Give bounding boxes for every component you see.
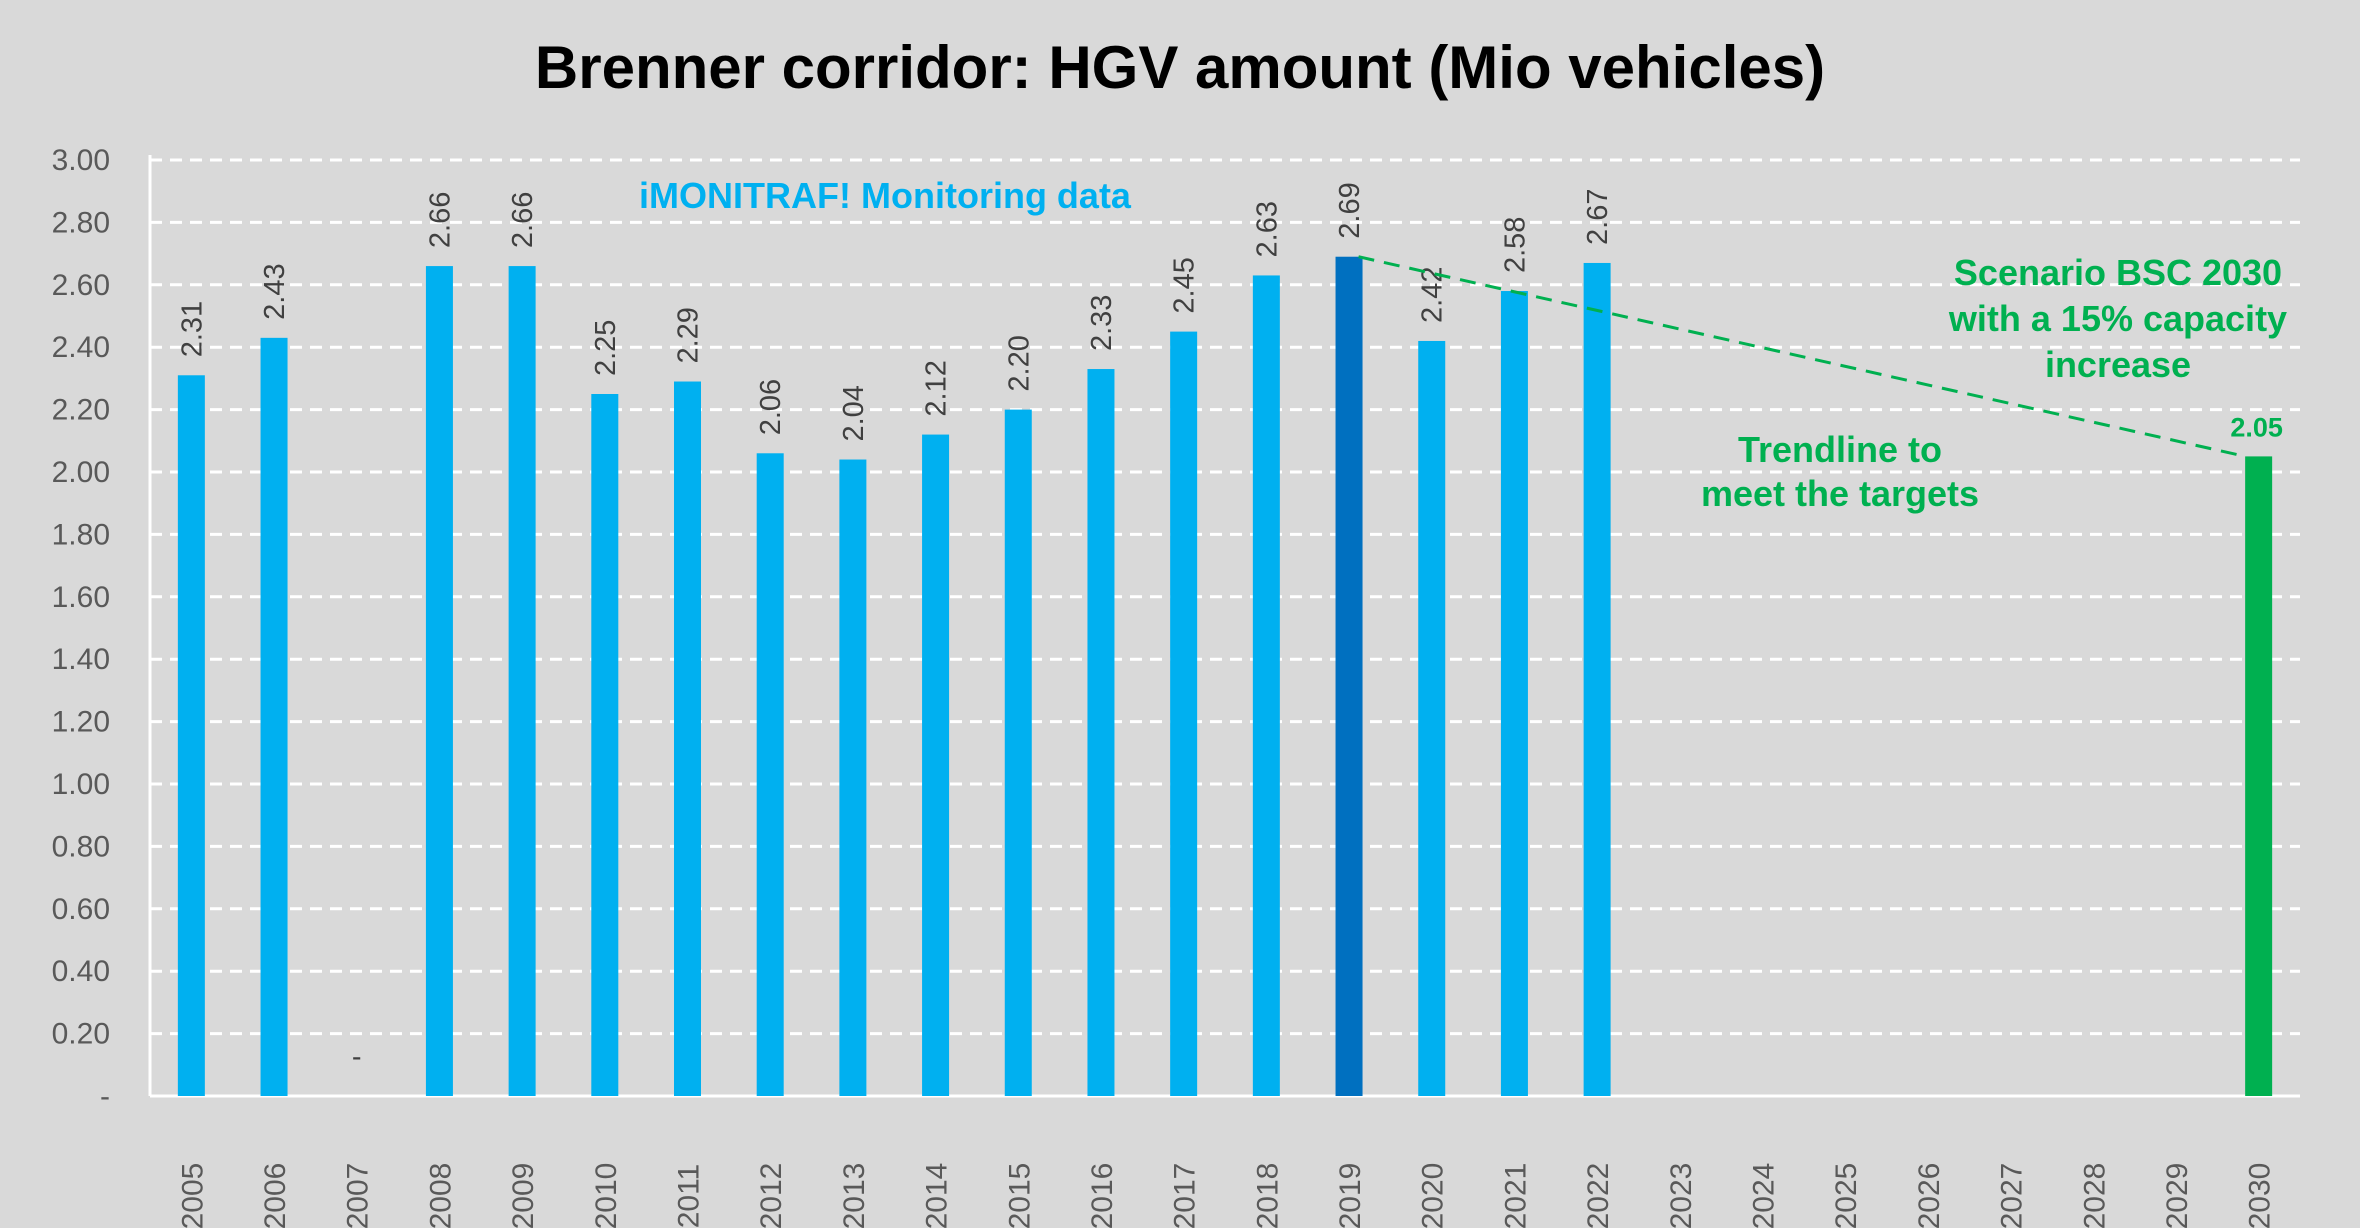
trendline — [1358, 255, 2246, 458]
y-tick-label: 1.00 — [52, 768, 110, 801]
x-tick-label: 2020 — [1417, 1163, 1450, 1228]
data-label-2013: 2.04 — [838, 385, 870, 441]
bars — [177, 256, 2273, 1097]
annotation-trendline-line: Trendline to — [1738, 429, 1942, 470]
x-tick-label: 2029 — [2161, 1163, 2194, 1228]
y-tick-label: 0.40 — [52, 955, 110, 988]
data-label-2008: 2.66 — [424, 192, 456, 248]
x-tick-label: 2018 — [1251, 1163, 1284, 1228]
bar-2012 — [756, 453, 784, 1096]
x-tick-label: 2023 — [1665, 1163, 1698, 1228]
y-tick-label: - — [100, 1080, 110, 1113]
data-label-2010: 2.25 — [590, 320, 622, 376]
x-tick-label: 2026 — [1913, 1163, 1946, 1228]
y-tick-label: 1.20 — [52, 706, 110, 739]
annotation-scenario-line: increase — [2045, 344, 2191, 385]
y-tick-label: 2.60 — [52, 269, 110, 302]
bar-2009 — [508, 266, 536, 1097]
x-tick-label: 2017 — [1169, 1163, 1202, 1228]
annotation-trendline-line: meet the targets — [1701, 473, 1979, 514]
x-tick-label: 2022 — [1582, 1163, 1615, 1228]
bar-2006 — [260, 337, 288, 1097]
x-tick-label: 2015 — [1003, 1163, 1036, 1228]
x-tick-label: 2012 — [755, 1163, 788, 1228]
y-tick-label: 1.40 — [52, 643, 110, 676]
y-tick-label: 2.80 — [52, 206, 110, 239]
data-label-2015: 2.20 — [1003, 335, 1035, 391]
data-label-2005: 2.31 — [176, 301, 208, 357]
bar-2013 — [839, 459, 867, 1096]
data-label-2022: 2.67 — [1582, 189, 1614, 245]
x-tick-label: 2024 — [1748, 1163, 1781, 1228]
y-axis: - 0.20 0.40 0.60 0.80 1.00 1.20 1.40 1.60 1.80 2.0… — [52, 144, 2300, 1113]
bar-2008 — [425, 266, 453, 1097]
bar-2021 — [1500, 291, 1528, 1096]
data-label-2018: 2.63 — [1251, 201, 1283, 257]
y-tick-label: 2.00 — [52, 456, 110, 489]
x-tick-label: 2019 — [1334, 1163, 1367, 1228]
data-label-2011: 2.29 — [673, 307, 705, 363]
x-tick-label: 2005 — [176, 1163, 209, 1228]
data-label-2021: 2.58 — [1499, 217, 1531, 273]
y-tick-label: 1.80 — [52, 518, 110, 551]
bar-2016 — [1087, 369, 1115, 1096]
data-label-2006: 2.43 — [259, 263, 291, 319]
bar-2011 — [674, 381, 701, 1096]
y-tick-label: 0.60 — [52, 893, 110, 926]
data-label-2016: 2.33 — [1086, 295, 1118, 351]
y-tick-label: 0.80 — [52, 830, 110, 863]
x-axis: 2005 2006 2007 2008 2009 2010 2011 2012 2013 2014… — [176, 1163, 2276, 1228]
bar-2019 — [1335, 256, 1363, 1097]
bar-2020 — [1418, 340, 1446, 1097]
x-tick-label: 2016 — [1086, 1163, 1119, 1228]
x-tick-label: 2014 — [921, 1163, 954, 1228]
y-tick-label: 3.00 — [52, 144, 110, 177]
annotation-monitoring: iMONITRAF! Monitoring data — [639, 175, 1132, 216]
x-tick-label: 2028 — [2078, 1163, 2111, 1228]
data-label-2019: 2.69 — [1334, 182, 1366, 238]
bar-2022 — [1583, 262, 1611, 1097]
data-label-2012: 2.06 — [755, 379, 787, 435]
x-tick-label: 2021 — [1499, 1163, 1532, 1228]
y-tick-label: 0.20 — [52, 1018, 110, 1051]
chart-title: Brenner corridor: HGV amount (Mio vehicl… — [535, 34, 1825, 101]
x-tick-label: 2006 — [259, 1163, 292, 1228]
x-tick-label: 2009 — [507, 1163, 540, 1228]
data-label-2017: 2.45 — [1169, 257, 1201, 313]
bar-2030 — [2245, 456, 2273, 1096]
x-tick-label: 2011 — [673, 1164, 706, 1228]
data-label-2030: 2.05 — [2230, 412, 2283, 442]
bar-2017 — [1170, 331, 1198, 1097]
annotation-scenario-line: Scenario BSC 2030 — [1954, 252, 2282, 293]
data-label-2007: - — [352, 1041, 362, 1073]
annotations: iMONITRAF! Monitoring data Trendline tome… — [639, 175, 2287, 514]
y-tick-label: 2.20 — [52, 394, 110, 427]
data-labels: 2.31 2.43 - 2.66 2.66 2.25 2.29 2.06 2.04 2.12 2.2… — [176, 182, 2283, 1073]
trendline-group — [1358, 255, 2246, 458]
bar-2005 — [177, 375, 205, 1096]
bar-2014 — [922, 434, 950, 1096]
annotation-scenario-line: with a 15% capacity — [1948, 298, 2287, 339]
bar-2018 — [1252, 275, 1280, 1096]
x-tick-label: 2007 — [342, 1163, 375, 1228]
y-tick-label: 1.60 — [52, 581, 110, 614]
x-tick-label: 2030 — [2244, 1163, 2277, 1228]
gridlines — [150, 158, 2300, 1036]
x-tick-label: 2010 — [590, 1163, 623, 1228]
x-tick-label: 2027 — [1996, 1163, 2029, 1228]
bar-2015 — [1004, 409, 1032, 1097]
x-tick-label: 2013 — [838, 1163, 871, 1228]
data-label-2014: 2.12 — [921, 360, 953, 416]
data-label-2009: 2.66 — [507, 192, 539, 248]
y-tick-label: 2.40 — [52, 331, 110, 364]
x-tick-label: 2025 — [1830, 1163, 1863, 1228]
bar-2010 — [591, 394, 619, 1096]
x-tick-label: 2008 — [424, 1163, 457, 1228]
